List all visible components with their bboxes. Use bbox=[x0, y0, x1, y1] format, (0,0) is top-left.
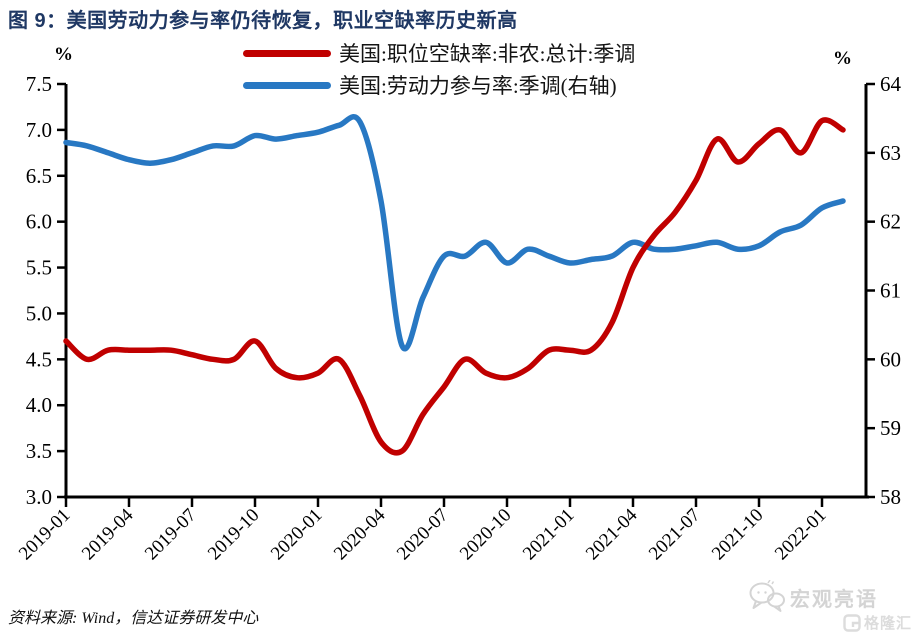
left-axis-tick-label: 5.5 bbox=[26, 256, 52, 280]
legend-label: 美国:劳动力参与率:季调(右轴) bbox=[339, 74, 617, 98]
right-axis-unit: % bbox=[833, 48, 852, 69]
right-axis-tick-label: 59 bbox=[880, 416, 901, 440]
right-axis-tick-label: 60 bbox=[880, 347, 901, 371]
x-axis-tick-label: 2021-10 bbox=[708, 505, 768, 565]
left-axis-tick-label: 4.0 bbox=[26, 393, 52, 417]
x-axis-tick-label: 2019-01 bbox=[15, 505, 75, 565]
left-axis-tick-label: 6.0 bbox=[26, 210, 52, 234]
page-title: 图 9：美国劳动力参与率仍待恢复，职业空缺率历史新高 bbox=[8, 10, 518, 32]
red-line-swatch-icon bbox=[243, 49, 331, 57]
platform-watermark: 格隆汇 bbox=[843, 612, 912, 633]
platform-watermark-text: 格隆汇 bbox=[864, 615, 913, 632]
right-axis-tick-label: 63 bbox=[880, 141, 901, 165]
right-axis-tick-label: 64 bbox=[880, 72, 902, 96]
chat-bubbles-icon bbox=[749, 580, 785, 612]
gelonghui-logo-icon bbox=[843, 613, 861, 632]
x-axis-tick-label: 2019-10 bbox=[204, 505, 264, 565]
right-axis-tick-label: 58 bbox=[880, 485, 901, 509]
x-axis-tick-label: 2021-04 bbox=[582, 504, 642, 564]
left-axis-tick-label: 6.5 bbox=[26, 164, 52, 188]
wechat-watermark: 宏观亮语 bbox=[748, 580, 878, 614]
x-axis-tick-label: 2022-01 bbox=[771, 505, 831, 565]
right-axis-tick-label: 61 bbox=[880, 279, 901, 303]
x-axis-tick-label: 2020-10 bbox=[456, 505, 516, 565]
legend-item-participation-rate: 美国:劳动力参与率:季调(右轴) bbox=[243, 70, 635, 100]
x-axis-tick-label: 2020-04 bbox=[330, 504, 390, 564]
blue-line-swatch-icon bbox=[243, 81, 331, 89]
legend-label: 美国:职位空缺率:非农:总计:季调 bbox=[339, 42, 636, 66]
left-axis-tick-label: 7.0 bbox=[26, 118, 52, 142]
left-axis-tick-label: 3.0 bbox=[26, 485, 52, 509]
x-axis-tick-label: 2021-01 bbox=[519, 505, 579, 565]
x-axis-tick-label: 2019-04 bbox=[78, 504, 138, 564]
left-axis-tick-label: 5.0 bbox=[26, 301, 52, 325]
left-axis-unit: % bbox=[54, 44, 73, 65]
left-axis-tick-label: 7.5 bbox=[26, 72, 52, 96]
x-axis-tick-label: 2020-07 bbox=[393, 505, 453, 565]
wechat-watermark-text: 宏观亮语 bbox=[790, 588, 878, 611]
x-axis-tick-label: 2020-01 bbox=[267, 505, 327, 565]
source-note: 资料来源: Wind，信达证券研发中心 bbox=[8, 610, 259, 627]
legend: 美国:职位空缺率:非农:总计:季调 美国:劳动力参与率:季调(右轴) bbox=[243, 38, 635, 100]
series-line-vacancy-rate bbox=[63, 117, 846, 456]
right-axis-tick-label: 62 bbox=[880, 210, 901, 234]
left-axis-tick-label: 3.5 bbox=[26, 439, 52, 463]
legend-item-vacancy-rate: 美国:职位空缺率:非农:总计:季调 bbox=[243, 38, 635, 68]
x-axis-tick-label: 2019-07 bbox=[141, 505, 201, 565]
series-line-participation-rate bbox=[63, 114, 846, 352]
x-axis-tick-label: 2021-07 bbox=[645, 505, 705, 565]
left-axis-tick-label: 4.5 bbox=[26, 347, 52, 371]
